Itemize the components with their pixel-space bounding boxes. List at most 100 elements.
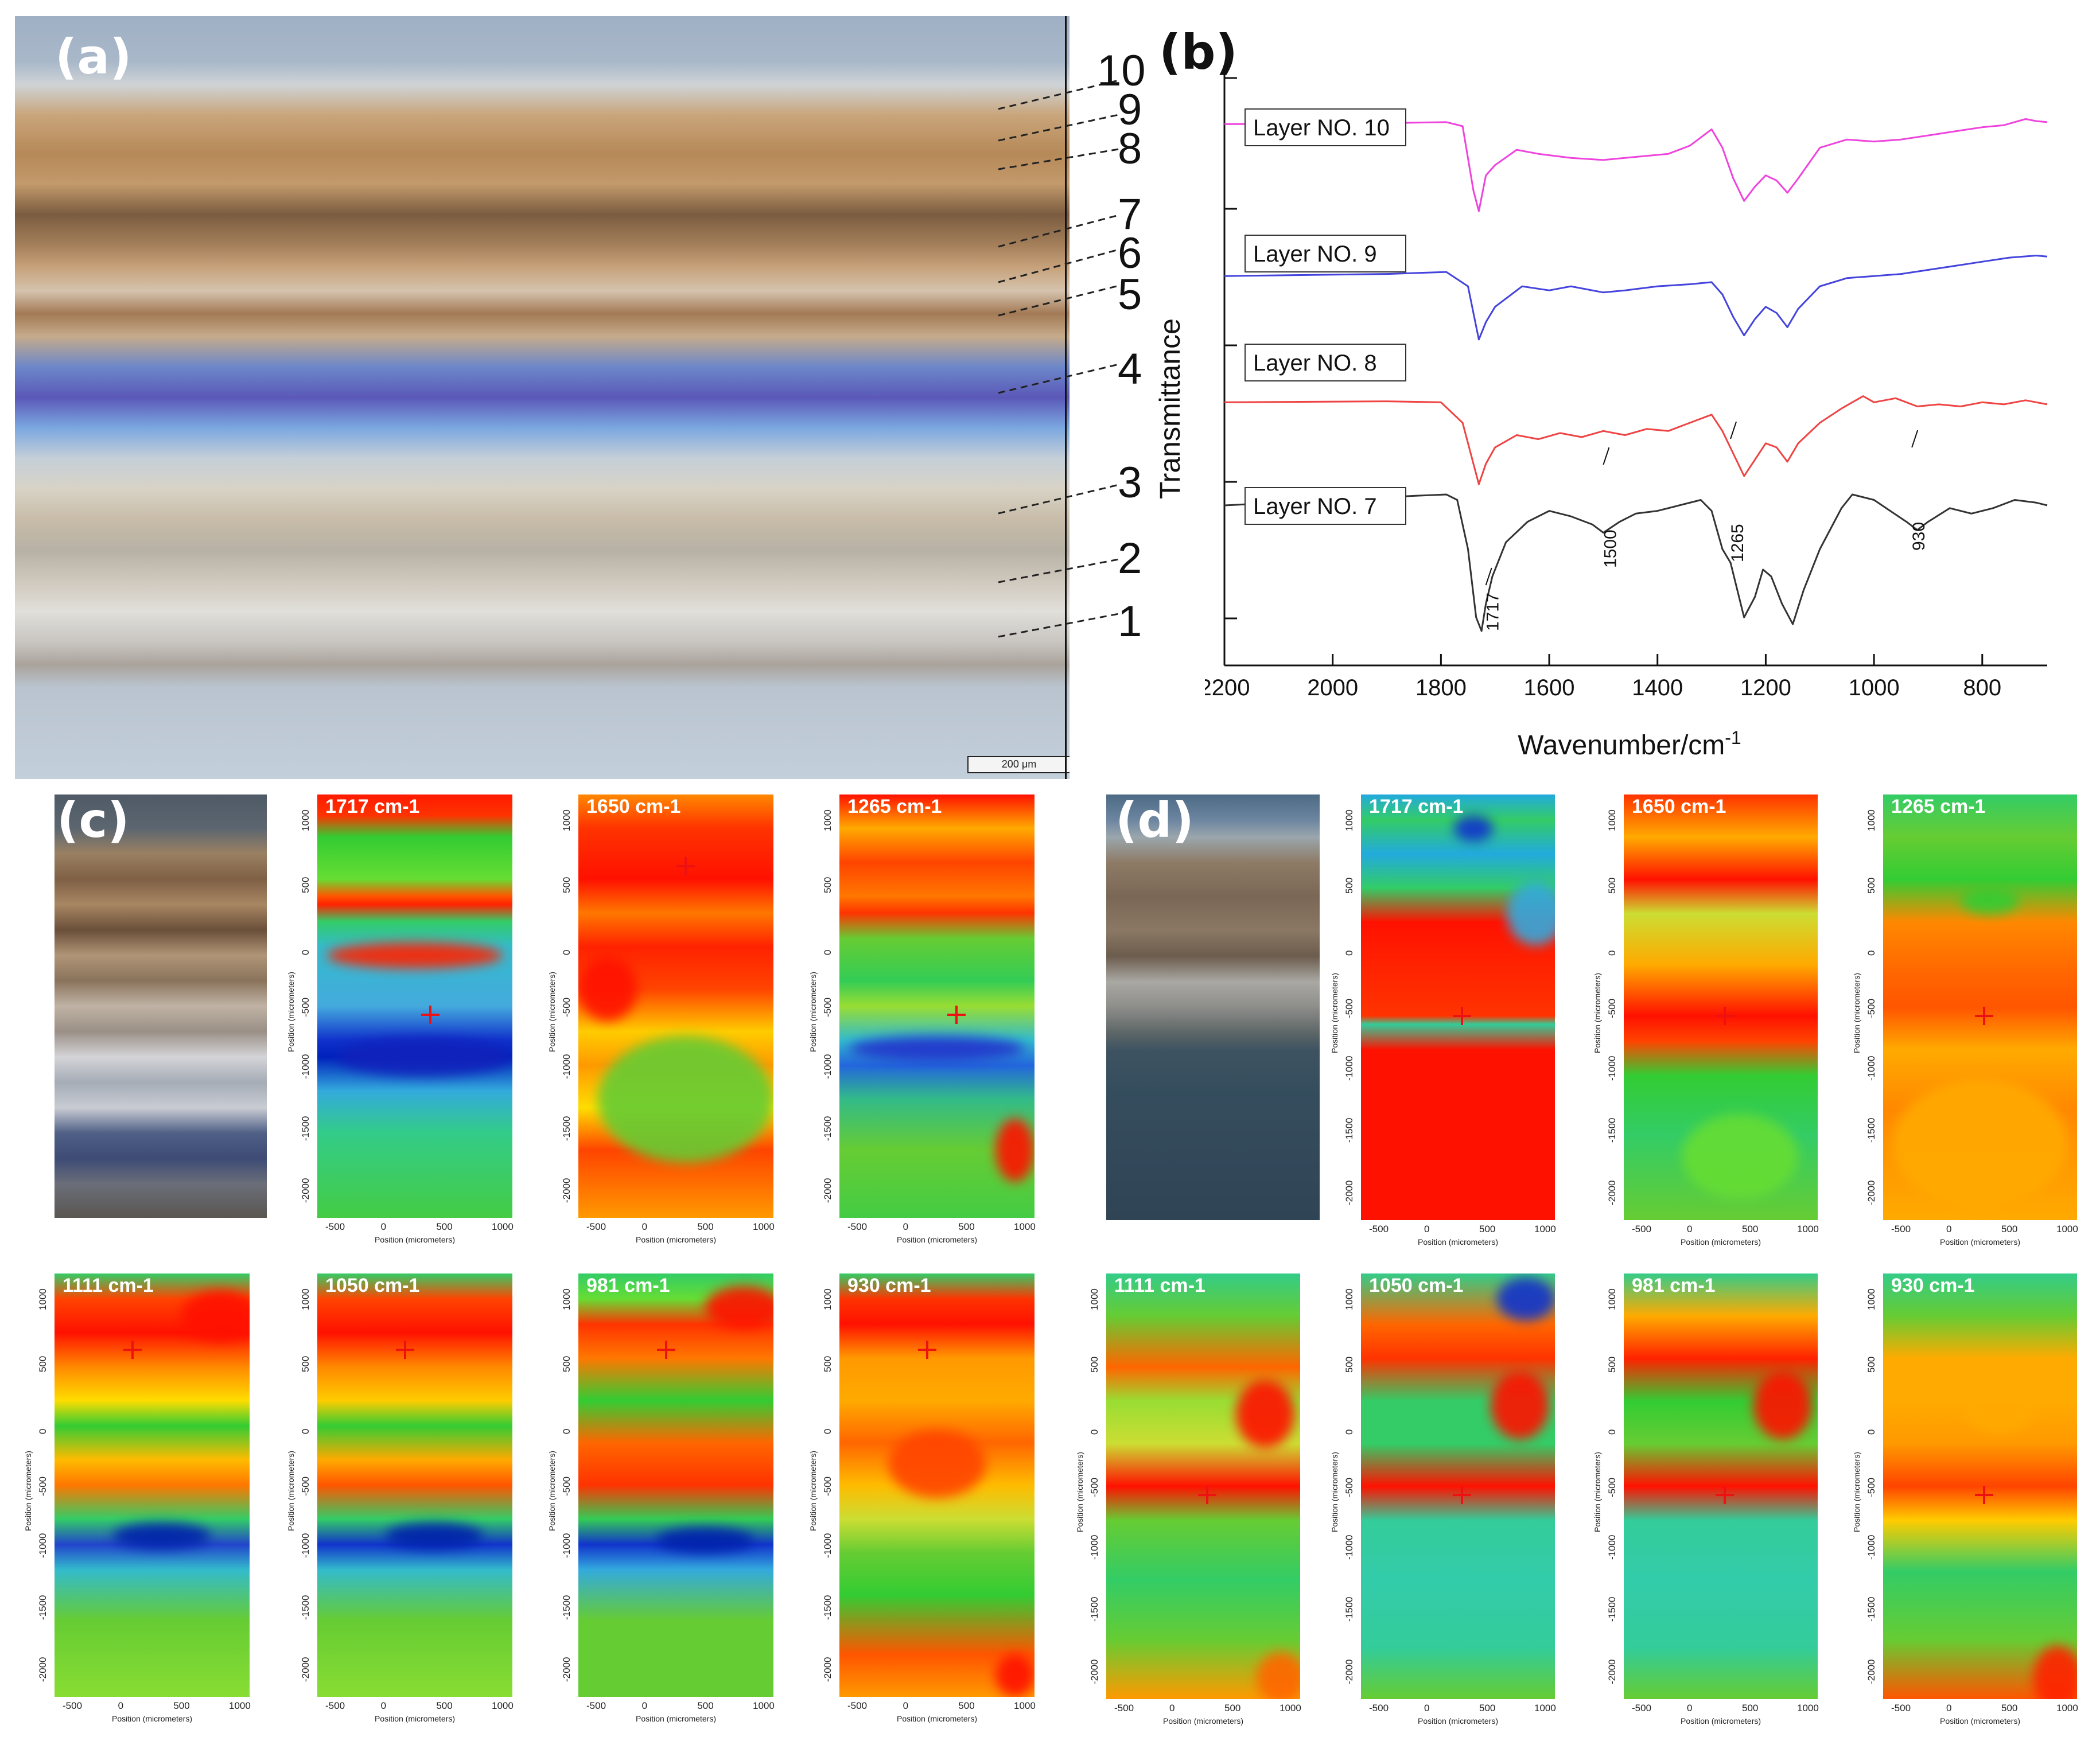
panel-d-photo: (d) <box>1106 794 1320 1220</box>
map-title: 1265 cm-1 <box>1891 796 1986 817</box>
map-ytick-label: -1500 <box>822 1595 833 1620</box>
layer-label-5: 5 <box>1118 270 1142 319</box>
map-ytick-label: -1000 <box>1344 1056 1355 1081</box>
map-ytick-label: -500 <box>822 1476 833 1496</box>
map-ytick-label: 0 <box>1866 1429 1877 1435</box>
map-xtick-label: 1000 <box>229 1700 251 1711</box>
map-xlabel: Position (micrometers) <box>112 1714 193 1723</box>
map-ytick-label: -1000 <box>1344 1535 1355 1560</box>
map-xlabel: Position (micrometers) <box>375 1714 456 1723</box>
map-ylabel: Position (micrometers) <box>1330 1451 1339 1532</box>
map-xlabel: Position (micrometers) <box>1940 1716 2021 1726</box>
map-ytick-label: -2000 <box>300 1178 311 1203</box>
map-xtick-label: 0 <box>118 1700 124 1711</box>
annotation-label-1717: 1717 <box>1484 593 1503 631</box>
map-ytick-label: -1000 <box>1607 1535 1617 1560</box>
panel-a-letter: (a) <box>55 29 132 85</box>
spectra-xtick-label: 1800 <box>1415 675 1467 700</box>
map-ytick-label: -1000 <box>822 1054 833 1079</box>
ftir-map-c-0: 1717 cm-1 <box>317 794 512 1218</box>
ftir-map-c-2: 1265 cm-1 <box>839 794 1035 1218</box>
layer-label-3: 3 <box>1118 458 1142 507</box>
map-ytick-label: 500 <box>822 877 833 893</box>
map-ytick-label: -1500 <box>561 1116 572 1141</box>
map-ytick-label: -2000 <box>300 1657 311 1682</box>
map-ylabel: Position (micrometers) <box>547 1450 557 1531</box>
annotation-leader <box>1911 430 1919 448</box>
map-title: 1050 cm-1 <box>325 1275 420 1296</box>
ftir-map-d-0: 1717 cm-1 <box>1361 794 1555 1220</box>
map-ytick-label: -1000 <box>1607 1056 1617 1081</box>
spectra-x-ticks: 2200 2000 1800 1600 1400 1200 1000 800 <box>1205 654 2001 700</box>
map-xtick-label: 500 <box>436 1700 453 1711</box>
map-ylabel: Position (micrometers) <box>808 1450 818 1531</box>
map-ytick-label: -1000 <box>1089 1535 1100 1560</box>
map-ytick-label: -1500 <box>1866 1117 1877 1143</box>
map-ytick-label: 500 <box>561 877 572 893</box>
leader-line-1 <box>998 613 1119 638</box>
map-xtick-label: -500 <box>325 1700 345 1711</box>
legend-box-layer-10 <box>1245 108 1406 146</box>
map-xtick-label: 1000 <box>1280 1703 1301 1713</box>
map-xtick-label: 500 <box>958 1700 975 1711</box>
map-xtick-label: 0 <box>903 1221 909 1232</box>
map-xlabel: Position (micrometers) <box>1418 1237 1499 1247</box>
map-ylabel: Position (micrometers) <box>1075 1451 1084 1532</box>
legend-box-layer-9 <box>1245 235 1406 272</box>
map-ytick-label: -1000 <box>561 1533 572 1558</box>
map-blob <box>337 1038 512 1076</box>
map-xtick-label: -500 <box>1114 1703 1134 1713</box>
map-ytick-label: -1500 <box>1089 1596 1100 1622</box>
map-ytick-label: 500 <box>300 877 311 893</box>
map-xtick-label: -500 <box>586 1221 606 1232</box>
leader-line-6 <box>998 248 1119 283</box>
map-xtick-label: 500 <box>697 1221 714 1232</box>
map-ytick-label: 0 <box>1866 950 1877 956</box>
map-ytick-label: -2000 <box>1344 1180 1355 1205</box>
map-ytick-label: -1500 <box>300 1116 311 1141</box>
spectra-axes <box>1223 75 2047 667</box>
map-title: 930 cm-1 <box>1891 1275 1975 1296</box>
map-ytick-label: 0 <box>1344 950 1355 956</box>
map-xtick-label: 500 <box>1479 1224 1496 1234</box>
map-ytick-label: 500 <box>1344 877 1355 894</box>
spectrum-line-layer-no-10 <box>1224 118 2048 212</box>
map-xtick-label: 500 <box>2001 1703 2018 1713</box>
map-ytick-label: -1500 <box>300 1595 311 1620</box>
map-xtick-label: -500 <box>325 1221 345 1232</box>
map-xtick-label: 1000 <box>753 1700 775 1711</box>
map-blob <box>1753 1371 1812 1440</box>
legend-layer-8: Layer NO. 8 <box>1253 350 1377 376</box>
map-title: 1717 cm-1 <box>325 796 420 817</box>
ftir-map-c-4: 1050 cm-1 <box>317 1273 512 1697</box>
map-ytick-label: 1000 <box>1089 1288 1100 1310</box>
map-ytick-label: -2000 <box>561 1178 572 1203</box>
annotation-leader <box>1603 447 1610 465</box>
panel-d-letter: (d) <box>1115 794 1194 848</box>
map-ytick-label: -500 <box>1607 998 1617 1018</box>
map-ytick-label: -2000 <box>822 1657 833 1682</box>
map-xlabel: Position (micrometers) <box>1418 1716 1499 1726</box>
map-xtick-label: 1000 <box>492 1221 514 1232</box>
map-xtick-label: 500 <box>436 1221 453 1232</box>
map-blob <box>995 1654 1035 1697</box>
map-ytick-label: -1500 <box>1607 1596 1617 1622</box>
map-ytick-label: 1000 <box>561 1288 572 1310</box>
leader-line-2 <box>998 558 1119 583</box>
spectra-xtick-label: 1400 <box>1632 675 1683 700</box>
leader-line-5 <box>998 285 1119 317</box>
map-ytick-label: -1000 <box>300 1533 311 1558</box>
map-blob <box>1256 1652 1300 1699</box>
map-ytick-label: -500 <box>1089 1477 1100 1497</box>
map-blob <box>598 1035 773 1163</box>
map-ylabel: Position (micrometers) <box>1593 972 1602 1053</box>
map-xtick-label: -500 <box>1891 1224 1911 1234</box>
leader-line-4 <box>998 363 1119 394</box>
map-ylabel: Position (micrometers) <box>286 971 295 1052</box>
map-blob <box>849 1035 1025 1061</box>
map-ytick-label: -1500 <box>561 1595 572 1620</box>
map-ytick-label: -1500 <box>1344 1596 1355 1622</box>
crosshair-marker <box>1715 1485 1734 1504</box>
map-blob <box>1892 1080 2068 1208</box>
map-blob <box>2033 1646 2077 1699</box>
